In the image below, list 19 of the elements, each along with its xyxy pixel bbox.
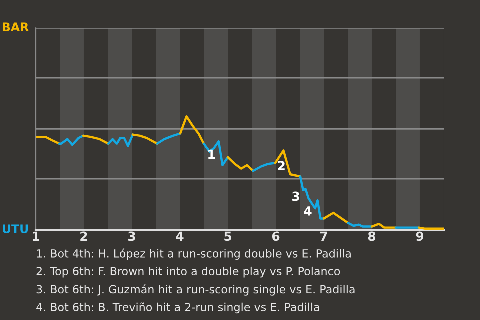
x-tick-label: 8 [368, 232, 376, 242]
text: 3. Bot 6th: J. Guzmán hit a run-scoring single vs E. Padilla [36, 284, 355, 296]
text: UTU [3, 224, 28, 234]
x-tick-label: 2 [80, 232, 88, 241]
x-tick-label: 6 [272, 232, 280, 242]
x-tick-label: 9 [416, 232, 424, 242]
text: 4. Bot 6th: B. Treviño hit a 2-run single vs E. Padilla [36, 302, 320, 314]
x-tick-label: 4 [176, 232, 184, 241]
annotation: 2 [278, 161, 285, 170]
x-tick-label: 5 [224, 232, 232, 242]
x-tick-label: 7 [320, 232, 328, 241]
x-tick-label: 1 [33, 232, 40, 241]
text: BAR [3, 22, 29, 32]
annotation: 3 [292, 192, 300, 202]
annotation: 4 [304, 206, 312, 216]
annotation: 1 [208, 150, 216, 160]
text: 1. Bot 4th: H. López hit a run-scoring double vs E. Padilla [37, 248, 351, 260]
text: 2. Top 6th: F. Brown hit into a double play vs P. Polanco [36, 266, 340, 278]
x-tick-label: 3 [128, 232, 136, 242]
